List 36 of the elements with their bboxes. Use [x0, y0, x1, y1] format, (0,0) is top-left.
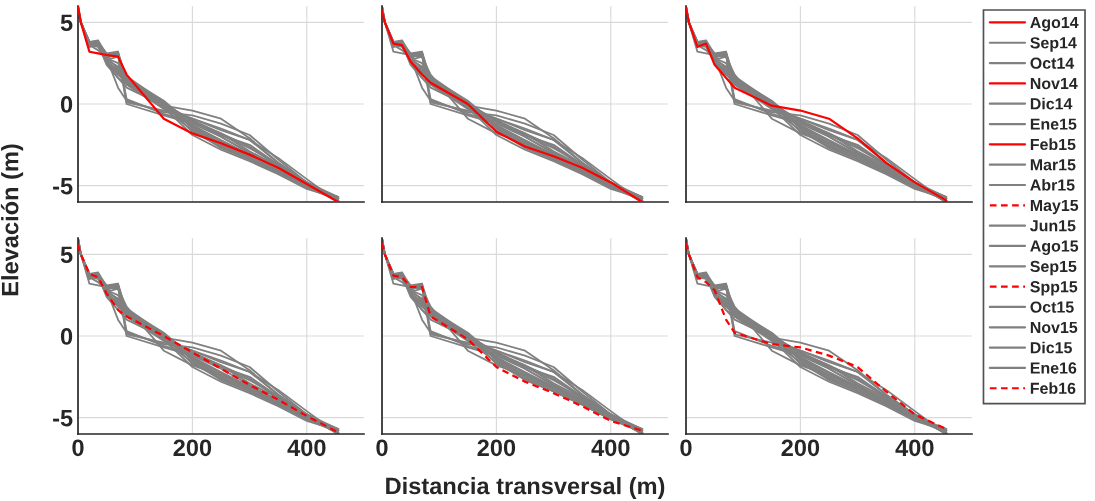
- x-tick-label: 200: [477, 439, 516, 457]
- legend-label: Dic14: [1030, 97, 1073, 110]
- y-tick-label: -5: [53, 409, 73, 427]
- y-tick-label: 0: [60, 328, 73, 345]
- x-tick-label: 0: [680, 439, 692, 457]
- y-tick-label: 5: [60, 14, 73, 32]
- y-tick-label: 5: [60, 246, 73, 264]
- y-axis-title: Elevación (m): [0, 144, 24, 296]
- x-tick-label: 400: [895, 439, 934, 457]
- x-axis-title: Distancia transversal (m): [386, 476, 665, 500]
- legend-label: Abr15: [1030, 179, 1075, 191]
- legend-label: Mar15: [1030, 159, 1076, 171]
- y-tick-label: -5: [53, 177, 73, 195]
- text: Feb15: [1030, 138, 1076, 151]
- x-tick-label: 0: [72, 439, 84, 457]
- text: Spp15: [1030, 281, 1078, 296]
- x-tick-label: 400: [287, 439, 326, 457]
- x-tick-label: 200: [173, 439, 212, 457]
- text: Feb16: [1030, 382, 1076, 394]
- legend-label: Ago15: [1030, 240, 1079, 255]
- legend-label: Sep14: [1030, 37, 1077, 52]
- legend-label: Jun15: [1030, 220, 1076, 232]
- y-tick-label: 0: [60, 96, 73, 113]
- legend-label: Dic15: [1030, 341, 1072, 354]
- legend-label: Ago14: [1030, 16, 1079, 32]
- legend-label: Ene16: [1030, 362, 1077, 374]
- legend-label: Nov15: [1030, 321, 1078, 334]
- text: May15: [1030, 199, 1079, 215]
- legend-label: Oct14: [1030, 57, 1075, 69]
- legend-label: Sep15: [1030, 260, 1077, 276]
- x-tick-label: 0: [376, 439, 388, 457]
- text: Nov14: [1030, 77, 1078, 90]
- legend-label: Oct15: [1030, 301, 1074, 313]
- legend-label: Ene15: [1030, 118, 1077, 130]
- x-tick-label: 400: [591, 439, 630, 457]
- x-tick-label: 200: [781, 439, 820, 457]
